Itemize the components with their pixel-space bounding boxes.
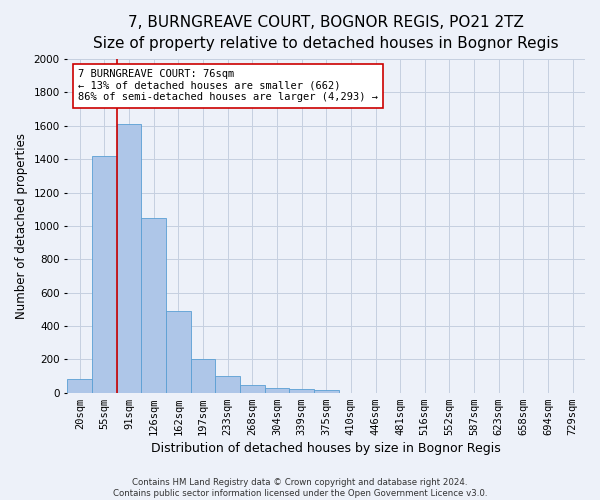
Bar [117, 124, 142, 392]
Bar [215, 376, 240, 392]
Bar [314, 390, 338, 392]
Bar [240, 384, 265, 392]
Text: 7 BURNGREAVE COURT: 76sqm
← 13% of detached houses are smaller (662)
86% of semi: 7 BURNGREAVE COURT: 76sqm ← 13% of detac… [78, 69, 378, 102]
Bar [191, 358, 215, 392]
X-axis label: Distribution of detached houses by size in Bognor Regis: Distribution of detached houses by size … [151, 442, 501, 455]
Bar [142, 218, 166, 392]
Bar [265, 388, 289, 392]
Bar [92, 156, 117, 392]
Y-axis label: Number of detached properties: Number of detached properties [15, 133, 28, 319]
Text: Contains HM Land Registry data © Crown copyright and database right 2024.
Contai: Contains HM Land Registry data © Crown c… [113, 478, 487, 498]
Bar [289, 389, 314, 392]
Bar [67, 380, 92, 392]
Bar [166, 311, 191, 392]
Title: 7, BURNGREAVE COURT, BOGNOR REGIS, PO21 2TZ
Size of property relative to detache: 7, BURNGREAVE COURT, BOGNOR REGIS, PO21 … [94, 15, 559, 51]
